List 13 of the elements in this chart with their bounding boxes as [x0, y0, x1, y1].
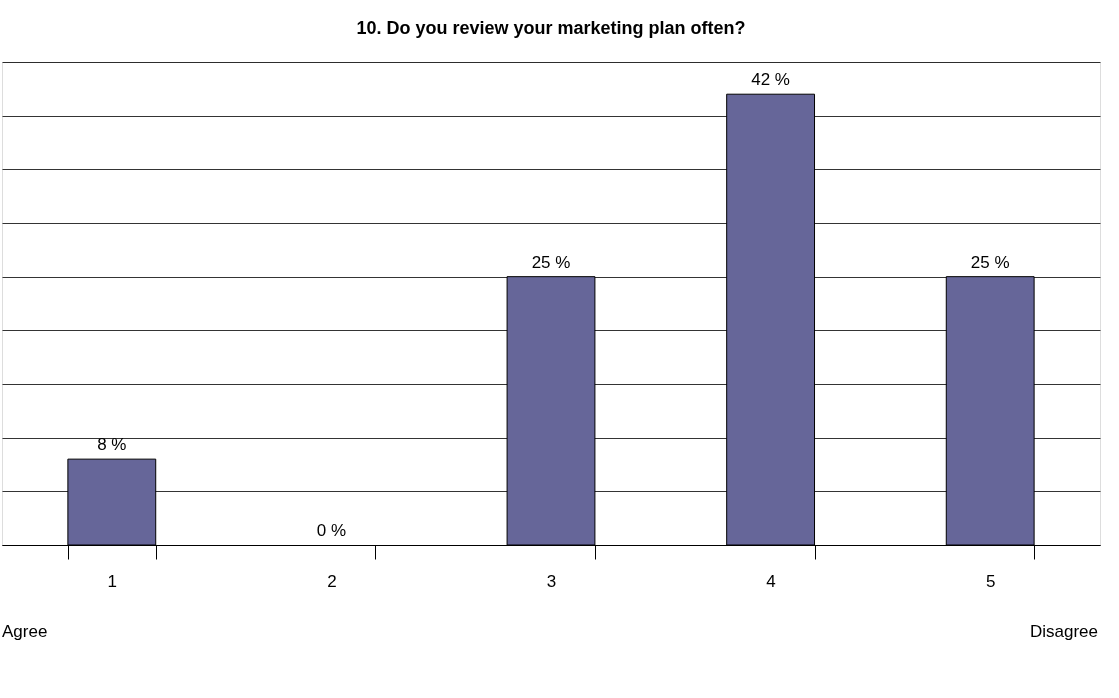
data-label: 0 % — [316, 521, 347, 540]
data-label: 25 % — [531, 252, 571, 272]
text: Disagree — [1029, 622, 1098, 641]
data-label: 8 % — [97, 435, 127, 455]
text: Agree — [2, 622, 48, 641]
x-tick-label: 4 — [766, 571, 776, 591]
chart-title: 10. Do you review your marketing plan often? — [356, 18, 746, 38]
x-tick-label: 1 — [107, 571, 118, 591]
x-tick-label: 3 — [546, 571, 557, 591]
data-label: 25 % — [970, 252, 1010, 272]
data-label: 42 % — [751, 70, 790, 90]
x-tick-label: 2 — [327, 571, 337, 591]
x-tick-label: 5 — [985, 571, 996, 591]
